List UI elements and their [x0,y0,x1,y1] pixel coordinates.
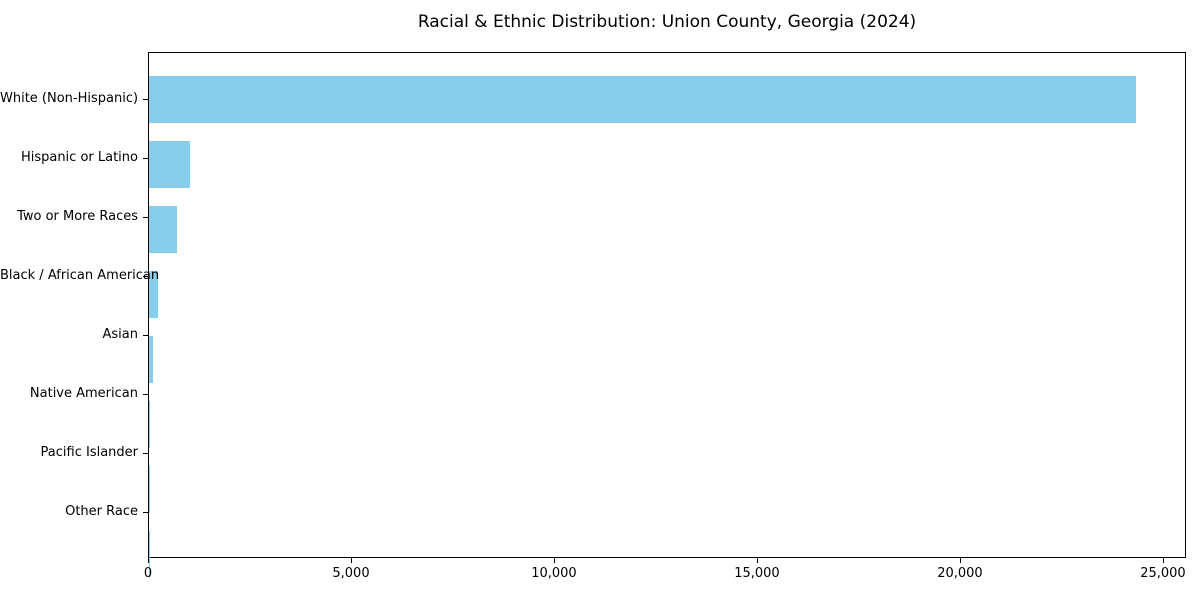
category-label-asian: Asian [102,326,138,342]
category-label-black-african-american: Black / African American [0,267,160,283]
x-tick-label: 5,000 [332,566,370,581]
bar-black-african-american [149,271,158,318]
x-tick-label: 0 [143,566,153,581]
y-tick [143,275,148,277]
bar-row [149,206,1185,265]
plot-area [148,52,1186,578]
category-label-hispanic-or-latino: Hispanic or Latino [20,149,138,165]
bar-row [149,271,1185,330]
bar-row [149,76,1185,135]
y-tick [143,157,148,159]
x-tick [959,558,961,563]
x-tick [148,558,149,563]
bar-other-race [149,531,150,578]
category-label-two-or-more-races: Two or More Races [17,208,138,224]
x-tick [756,558,758,563]
x-tick-label: 15,000 [734,566,780,581]
y-tick [143,393,148,395]
bar-row [149,531,1185,590]
bars-container [149,53,1185,590]
bar-hispanic-or-latino [149,141,190,188]
y-tick [143,452,148,454]
bar-row [149,401,1185,460]
bar-row [149,336,1185,395]
x-tick [1162,558,1164,563]
y-tick [143,216,148,218]
x-tick-label: 25,000 [1140,566,1186,581]
bar-row [149,466,1185,525]
chart-title: Racial & Ethnic Distribution: Union Coun… [417,12,917,32]
x-tick-label: 10,000 [531,566,577,581]
category-label-pacific-islander: Pacific Islander [40,444,138,460]
y-tick [143,334,148,336]
x-tick-label: 20,000 [937,566,983,581]
bar-white-non-hispanic [149,76,1136,123]
category-label-native-american: Native American [29,385,138,401]
x-tick [350,558,352,563]
category-label-white-non-hispanic: White (Non-Hispanic) [0,90,139,106]
bar-asian [149,336,154,383]
category-label-other-race: Other Race [65,503,138,519]
bar-native-american [149,401,151,448]
x-tick [553,558,555,563]
y-tick [143,98,148,100]
bar-row [149,141,1185,200]
y-tick [143,511,148,513]
bar-two-or-more-races [149,206,178,253]
